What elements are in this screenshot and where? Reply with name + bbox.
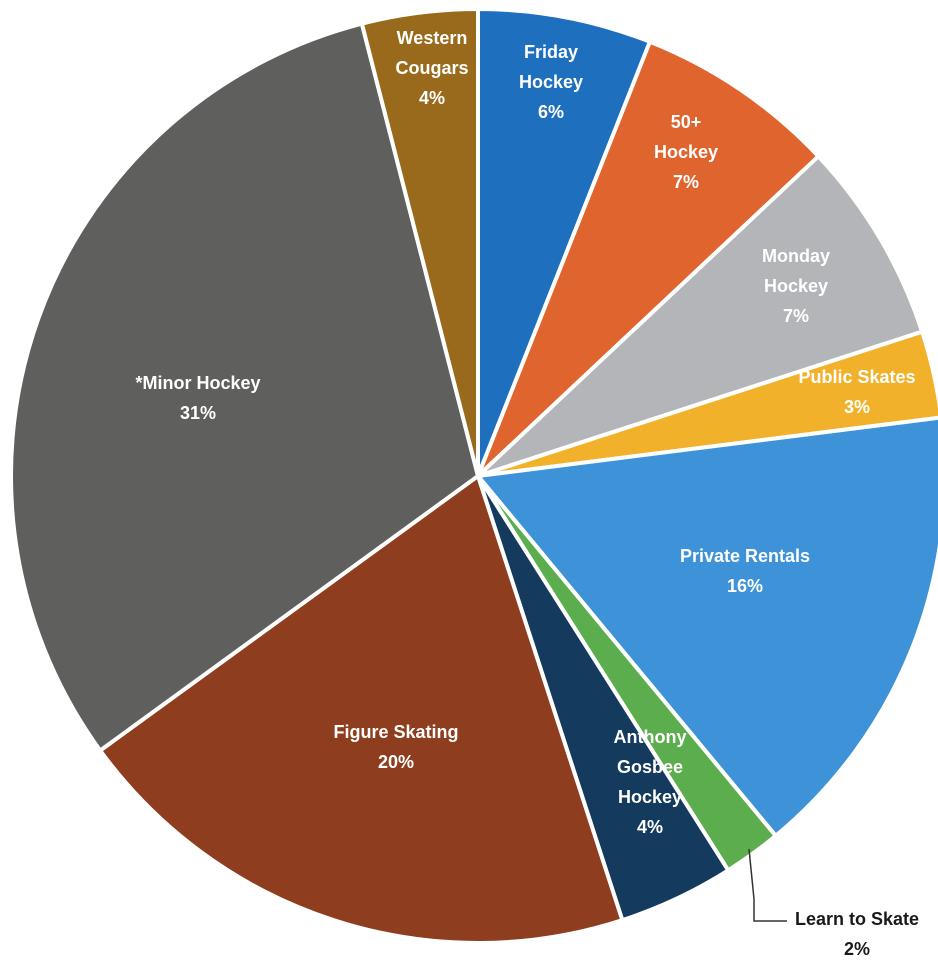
data-label-name: Private Rentals: [680, 546, 810, 566]
pie-labels: Friday Hockey 6% 50+ Hockey 7% Monday Hockey 7% P…: [135, 28, 919, 959]
data-label-name: Hockey: [654, 142, 718, 162]
data-label-name: Anthony: [614, 727, 687, 747]
data-label-western-cougars: Western Cougars 4%: [395, 28, 468, 108]
data-label-name: Friday: [524, 42, 578, 62]
data-label-50-hockey: 50+ Hockey 7%: [654, 112, 718, 192]
data-label-name: Monday: [762, 246, 830, 266]
data-label-value: 7%: [783, 306, 809, 326]
pie-slice-public-skates: [476, 329, 938, 478]
data-label-name: Figure Skating: [333, 722, 458, 742]
data-label-name: Hockey: [519, 72, 583, 92]
data-label-value: 4%: [637, 817, 663, 837]
pie-slice-figure-skating: [98, 474, 625, 945]
data-label-minor-hockey: *Minor Hockey 31%: [135, 373, 260, 423]
data-label-anthony-gosbee-hockey: Anthony Gosbee Hockey 4%: [614, 727, 687, 837]
data-label-name: Hockey: [618, 787, 682, 807]
data-label-name: Cougars: [395, 58, 468, 78]
data-label-name: Learn to Skate: [795, 909, 919, 929]
pie-slice-monday-hockey: [476, 154, 925, 478]
data-label-friday-hockey: Friday Hockey 6%: [519, 42, 583, 122]
data-label-value: 31%: [180, 403, 216, 423]
data-label-learn-to-skate: Learn to Skate 2%: [795, 909, 919, 959]
data-label-monday-hockey: Monday Hockey 7%: [762, 246, 830, 326]
data-label-public-skates: Public Skates 3%: [798, 367, 915, 417]
data-label-name: Hockey: [764, 276, 828, 296]
data-label-value: 20%: [378, 752, 414, 772]
pie-slice-friday-hockey: [476, 7, 652, 478]
leader-line-learn-to-skate: [748, 848, 787, 922]
data-label-private-rentals: Private Rentals 16%: [680, 546, 810, 596]
data-label-value: 6%: [538, 102, 564, 122]
data-label-name: Western: [397, 28, 468, 48]
data-label-figure-skating: Figure Skating 20%: [333, 722, 458, 772]
pie-slice-minor-hockey: [9, 21, 480, 753]
data-label-name: 50+: [671, 112, 702, 132]
data-label-name: *Minor Hockey: [135, 373, 260, 393]
pie-slice-50-hockey: [476, 39, 821, 478]
data-label-value: 16%: [727, 576, 763, 596]
data-label-value: 7%: [673, 172, 699, 192]
pie-slice-western-cougars: [359, 7, 480, 478]
data-label-value: 2%: [844, 939, 870, 959]
pie-slices: [9, 7, 938, 945]
data-label-value: 3%: [844, 397, 870, 417]
data-label-value: 4%: [419, 88, 445, 108]
pie-slice-private-rentals: [476, 415, 938, 838]
data-label-name: Gosbee: [617, 757, 683, 777]
data-label-name: Public Skates: [798, 367, 915, 387]
